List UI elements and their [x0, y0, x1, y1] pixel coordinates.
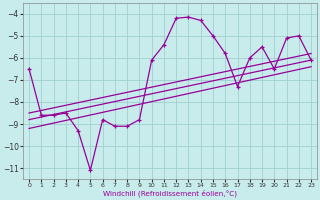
X-axis label: Windchill (Refroidissement éolien,°C): Windchill (Refroidissement éolien,°C) — [103, 190, 237, 197]
